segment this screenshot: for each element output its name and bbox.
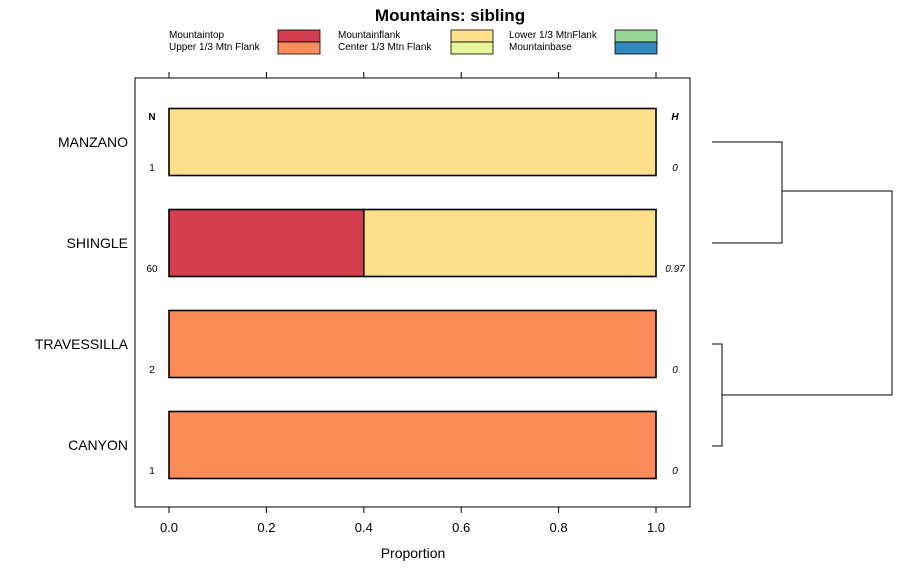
plot-frame: [134, 77, 691, 508]
h-header: H: [671, 112, 679, 123]
legend-label: Mountainflank: [338, 30, 401, 41]
bar-segment: [168, 208, 365, 278]
h-value: 0: [672, 466, 678, 477]
x-tick-label: 0.6: [452, 520, 470, 535]
legend-label: Mountaintop: [169, 30, 224, 41]
legend-swatch: [450, 41, 494, 55]
category-label: SHINGLE: [67, 235, 128, 251]
h-value: 0: [672, 163, 678, 174]
x-tick-label: 0.2: [257, 520, 275, 535]
x-axis-label: Proportion: [381, 545, 446, 561]
h-value: 0: [672, 365, 678, 376]
x-axis: 0.0 0.2 0.4 0.6 0.8 1.0: [160, 72, 665, 535]
legend-swatch: [277, 29, 321, 43]
legend-swatch: [614, 41, 658, 55]
x-tick-label: 0.8: [550, 520, 568, 535]
category-label: TRAVESSILLA: [35, 336, 129, 352]
legend-label: Upper 1/3 Mtn Flank: [169, 42, 261, 53]
bars: [168, 107, 657, 480]
n-value: 1: [149, 163, 155, 174]
chart-title: Mountains: sibling: [375, 6, 525, 25]
dendrogram-root: [722, 190, 893, 396]
legend-label: Center 1/3 Mtn Flank: [338, 42, 432, 53]
dendrogram-branch-manzano-shingle: [712, 141, 783, 244]
n-header: N: [148, 112, 155, 123]
n-value: 2: [149, 365, 155, 376]
row-labels: MANZANO 1 0 SHINGLE 60 0.97 TRAVESSILLA 2 0 CANYO…: [35, 134, 685, 477]
bar-segment: [362, 208, 657, 278]
category-label: MANZANO: [58, 134, 128, 150]
bar-segment: [168, 410, 657, 480]
legend-label: Lower 1/3 MtnFlank: [509, 30, 598, 41]
x-tick-label: 0.0: [160, 520, 178, 535]
n-value: 60: [146, 264, 158, 275]
bar-segment: [168, 107, 657, 177]
category-label: CANYON: [68, 437, 128, 453]
x-tick-label: 0.4: [355, 520, 373, 535]
n-value: 1: [149, 466, 155, 477]
legend-label: Mountainbase: [509, 42, 572, 53]
legend-swatch: [277, 41, 321, 55]
legend-swatch: [614, 29, 658, 43]
dendrogram-branch-travessilla-canyon: [712, 343, 723, 447]
x-tick-label: 1.0: [647, 520, 665, 535]
dendrogram: [712, 141, 893, 447]
h-value: 0.97: [665, 264, 685, 275]
bar-segment: [168, 309, 657, 379]
legend-swatch: [450, 29, 494, 43]
